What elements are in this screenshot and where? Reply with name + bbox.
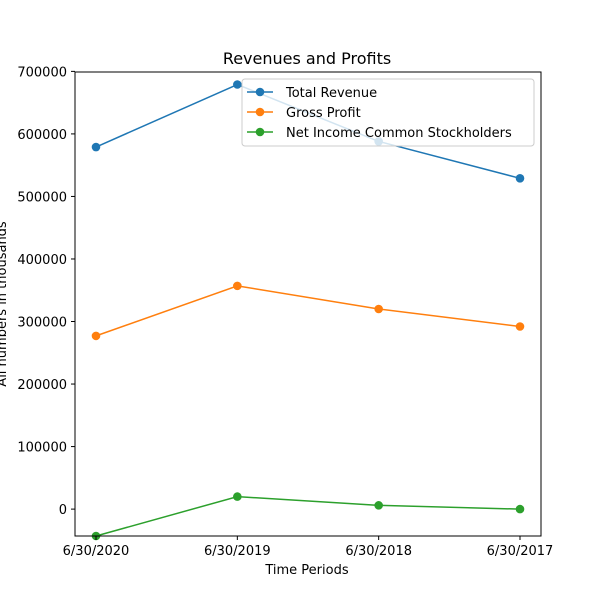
y-tick-label: 700000 [17, 65, 67, 80]
y-tick-label: 300000 [17, 316, 67, 331]
y-tick-label: 0 [59, 503, 67, 518]
y-tick-label: 200000 [17, 378, 67, 393]
data-point-net-income-common-stockholders [233, 492, 242, 501]
x-tick-label: 6/30/2018 [345, 544, 412, 559]
legend-marker [256, 108, 265, 117]
data-point-net-income-common-stockholders [374, 501, 383, 510]
y-tick-label: 500000 [17, 190, 67, 205]
data-point-gross-profit [516, 322, 525, 331]
data-point-gross-profit [233, 282, 242, 291]
legend-marker [256, 88, 265, 97]
data-point-net-income-common-stockholders [516, 505, 525, 514]
y-tick-label: 100000 [17, 441, 67, 456]
x-tick-label: 6/30/2017 [487, 544, 554, 559]
y-axis-title: All numbers in thousands [0, 221, 10, 387]
data-point-total-revenue [92, 143, 101, 152]
chart-title: Revenues and Profits [223, 49, 391, 68]
legend-marker [256, 128, 265, 137]
y-tick-label: 400000 [17, 253, 67, 268]
x-axis-title: Time Periods [264, 563, 348, 578]
legend-label: Total Revenue [285, 86, 377, 101]
y-tick-label: 600000 [17, 128, 67, 143]
data-point-gross-profit [92, 332, 101, 341]
data-point-total-revenue [233, 80, 242, 89]
legend-label: Net Income Common Stockholders [286, 126, 512, 141]
data-point-gross-profit [374, 305, 383, 314]
data-point-total-revenue [516, 174, 525, 183]
x-tick-label: 6/30/2019 [204, 544, 271, 559]
legend: Total Revenue Gross Profit Net Income Comm… [242, 79, 534, 146]
legend-label: Gross Profit [286, 106, 361, 121]
x-tick-label: 6/30/2020 [63, 544, 130, 559]
